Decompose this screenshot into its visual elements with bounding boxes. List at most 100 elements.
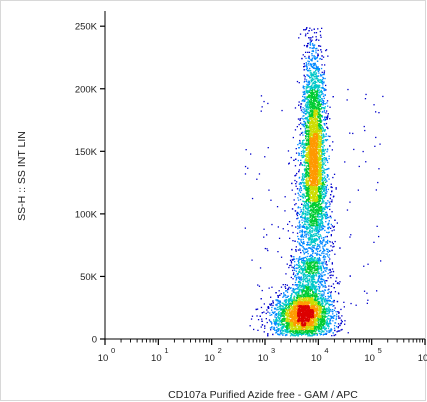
event-dot	[288, 286, 290, 288]
event-dot	[332, 96, 334, 98]
event-dot	[303, 230, 305, 233]
event-dot	[338, 283, 340, 285]
event-dot	[312, 223, 314, 225]
event-dot	[283, 295, 285, 298]
event-dot	[285, 326, 287, 328]
event-dot	[322, 148, 324, 150]
event-dot	[327, 313, 329, 315]
event-dot	[301, 229, 303, 232]
event-dot	[318, 332, 321, 335]
event-dot	[328, 254, 331, 256]
event-dot	[321, 210, 324, 212]
event-dot	[303, 111, 305, 114]
event-dot	[316, 252, 318, 254]
event-dot	[307, 100, 309, 103]
event-dot	[313, 76, 315, 78]
event-dot	[295, 331, 297, 334]
event-dot	[307, 135, 310, 138]
event-dot	[302, 54, 304, 56]
event-dot	[319, 206, 321, 209]
event-dot	[295, 279, 297, 281]
event-dot	[312, 276, 314, 279]
event-dot	[334, 253, 336, 255]
event-dot	[310, 81, 313, 83]
event-dot	[299, 224, 301, 226]
event-dot	[317, 86, 320, 88]
event-dot	[314, 71, 316, 73]
event-dot	[324, 191, 326, 193]
event-dot	[295, 292, 297, 294]
event-dot	[306, 126, 308, 129]
event-dot	[319, 328, 321, 330]
event-dot	[303, 44, 306, 47]
event-dot	[306, 87, 308, 89]
event-dot	[322, 135, 325, 137]
event-dot	[329, 294, 332, 296]
event-dot	[309, 244, 311, 246]
event-dot	[309, 292, 311, 294]
event-dot	[299, 164, 301, 166]
event-dot	[311, 279, 313, 282]
event-dot	[321, 102, 323, 104]
event-dot	[314, 232, 316, 235]
event-dot	[275, 330, 278, 332]
event-dot	[294, 240, 296, 242]
event-dot	[311, 94, 313, 96]
event-dot	[316, 254, 318, 256]
event-dot	[315, 220, 317, 222]
event-dot	[302, 178, 304, 180]
event-dot	[310, 261, 313, 263]
event-dot	[299, 265, 301, 267]
event-dot	[325, 241, 327, 243]
event-dot	[329, 320, 331, 322]
event-dot	[329, 300, 331, 302]
event-dot	[320, 304, 322, 306]
event-dot	[321, 92, 323, 94]
event-dot	[305, 286, 308, 288]
event-dot	[305, 86, 307, 88]
event-dot	[317, 216, 320, 218]
event-dot	[308, 237, 310, 239]
event-dot	[322, 311, 324, 313]
event-dot	[316, 259, 318, 261]
event-dot	[312, 105, 314, 107]
event-dot	[275, 321, 277, 323]
event-dot	[258, 285, 261, 287]
event-dot	[311, 333, 313, 335]
event-dot	[317, 116, 319, 118]
event-dot	[290, 333, 293, 335]
event-dot	[304, 143, 306, 145]
event-dot	[320, 222, 322, 224]
event-dot	[323, 188, 326, 190]
event-dot	[310, 97, 312, 99]
event-dot	[310, 224, 312, 227]
event-dot	[297, 199, 300, 201]
event-dot	[299, 276, 301, 278]
event-dot	[373, 241, 375, 243]
event-dot	[305, 218, 307, 220]
event-dot	[312, 278, 315, 280]
event-dot	[326, 118, 328, 120]
event-dot	[305, 125, 307, 127]
event-dot	[324, 282, 326, 285]
event-dot	[320, 262, 322, 264]
event-dot	[298, 220, 301, 222]
event-dot	[323, 200, 325, 202]
event-dot	[304, 124, 306, 127]
event-dot	[320, 220, 322, 222]
event-dot	[321, 55, 323, 57]
event-dot	[309, 230, 311, 232]
event-dot	[309, 213, 311, 215]
event-dot	[299, 284, 302, 286]
event-dot	[323, 333, 325, 335]
event-dot	[272, 302, 274, 304]
event-dot	[301, 111, 303, 113]
event-dot	[271, 306, 273, 309]
event-dot	[298, 294, 300, 296]
event-dot	[308, 280, 311, 282]
event-dot	[309, 232, 311, 235]
event-dot	[275, 331, 278, 334]
event-dot	[324, 286, 326, 288]
event-dot	[326, 267, 328, 269]
event-dot	[313, 32, 316, 34]
